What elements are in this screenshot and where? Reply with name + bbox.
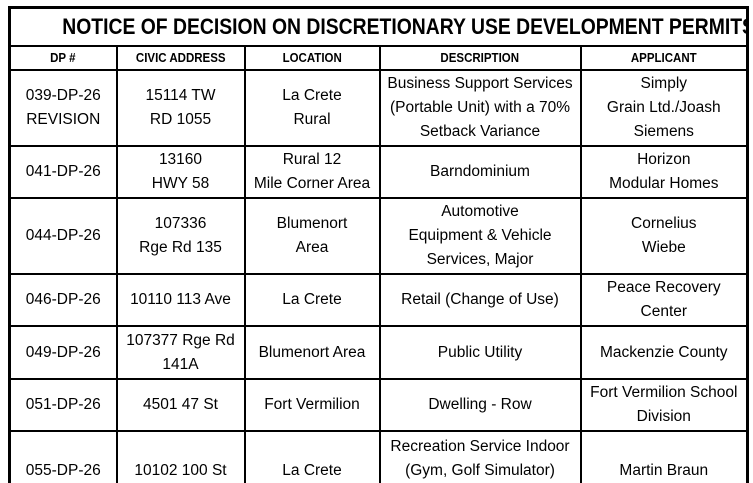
page-title: NOTICE OF DECISION ON DISCRETIONARY USE … [8,6,749,47]
cell-civic-address: 15114 TW RD 1055 [115,69,246,147]
page-title-text: NOTICE OF DECISION ON DISCRETIONARY USE … [62,14,748,39]
cell-applicant: Horizon Modular Homes [579,145,749,199]
column-header-dp-number: DP # [8,45,118,71]
table-row: 039-DP-26 REVISION 15114 TW RD 1055 La C… [8,69,749,147]
cell-dp-number: 046-DP-26 [8,273,118,327]
table-row: 051-DP-26 4501 47 St Fort Vermilion Dwel… [8,378,749,432]
cell-civic-address: 13160 HWY 58 [115,145,246,199]
cell-applicant: Martin Braun [579,430,749,483]
cell-civic-address: 4501 47 St [115,378,246,432]
cell-civic-address: 10110 113 Ave [115,273,246,327]
cell-dp-number: 055-DP-26 [8,430,118,483]
cell-dp-number: 041-DP-26 [8,145,118,199]
permits-table: NOTICE OF DECISION ON DISCRETIONARY USE … [8,6,750,483]
cell-description: Automotive Equipment & Vehicle Services,… [378,197,582,275]
title-row: NOTICE OF DECISION ON DISCRETIONARY USE … [8,6,749,47]
column-header-civic-address: CIVIC ADDRESS [115,45,246,71]
cell-description: Dwelling - Row [378,378,582,432]
cell-location: La Crete Rural [243,69,381,147]
table-row: 046-DP-26 10110 113 Ave La Crete Retail … [8,273,749,327]
table-row: 049-DP-26 107377 Rge Rd 141A Blumenort A… [8,325,749,380]
column-header-location: LOCATION [243,45,381,71]
cell-applicant: Cornelius Wiebe [579,197,749,275]
cell-dp-number: 044-DP-26 [8,197,118,275]
cell-description: Recreation Service Indoor (Gym, Golf Sim… [378,430,582,483]
cell-location: Blumenort Area [243,197,381,275]
cell-description: Barndominium [378,145,582,199]
column-header-applicant: APPLICANT [579,45,749,71]
cell-description: Retail (Change of Use) [378,273,582,327]
cell-civic-address: 10102 100 St [115,430,246,483]
cell-location: Blumenort Area [243,325,381,380]
cell-location: Fort Vermilion [243,378,381,432]
cell-description: Business Support Services (Portable Unit… [378,69,582,147]
cell-civic-address: 107336 Rge Rd 135 [115,197,246,275]
table-row: 044-DP-26 107336 Rge Rd 135 Blumenort Ar… [8,197,749,275]
cell-civic-address: 107377 Rge Rd 141A [115,325,246,380]
cell-applicant: Peace Recovery Center [579,273,749,327]
header-row: DP # CIVIC ADDRESS LOCATION DESCRIPTION … [8,45,749,71]
cell-applicant: Simply Grain Ltd./Joash Siemens [579,69,749,147]
cell-dp-number: 051-DP-26 [8,378,118,432]
column-header-description: DESCRIPTION [378,45,582,71]
cell-description: Public Utility [378,325,582,380]
cell-applicant: Mackenzie County [579,325,749,380]
cell-dp-number: 049-DP-26 [8,325,118,380]
table-row: 055-DP-26 10102 100 St La Crete Recreati… [8,430,749,483]
cell-location: La Crete [243,430,381,483]
table-row: 041-DP-26 13160 HWY 58 Rural 12 Mile Cor… [8,145,749,199]
cell-dp-number: 039-DP-26 REVISION [8,69,118,147]
cell-location: Rural 12 Mile Corner Area [243,145,381,199]
cell-location: La Crete [243,273,381,327]
cell-applicant: Fort Vermilion School Division [579,378,749,432]
